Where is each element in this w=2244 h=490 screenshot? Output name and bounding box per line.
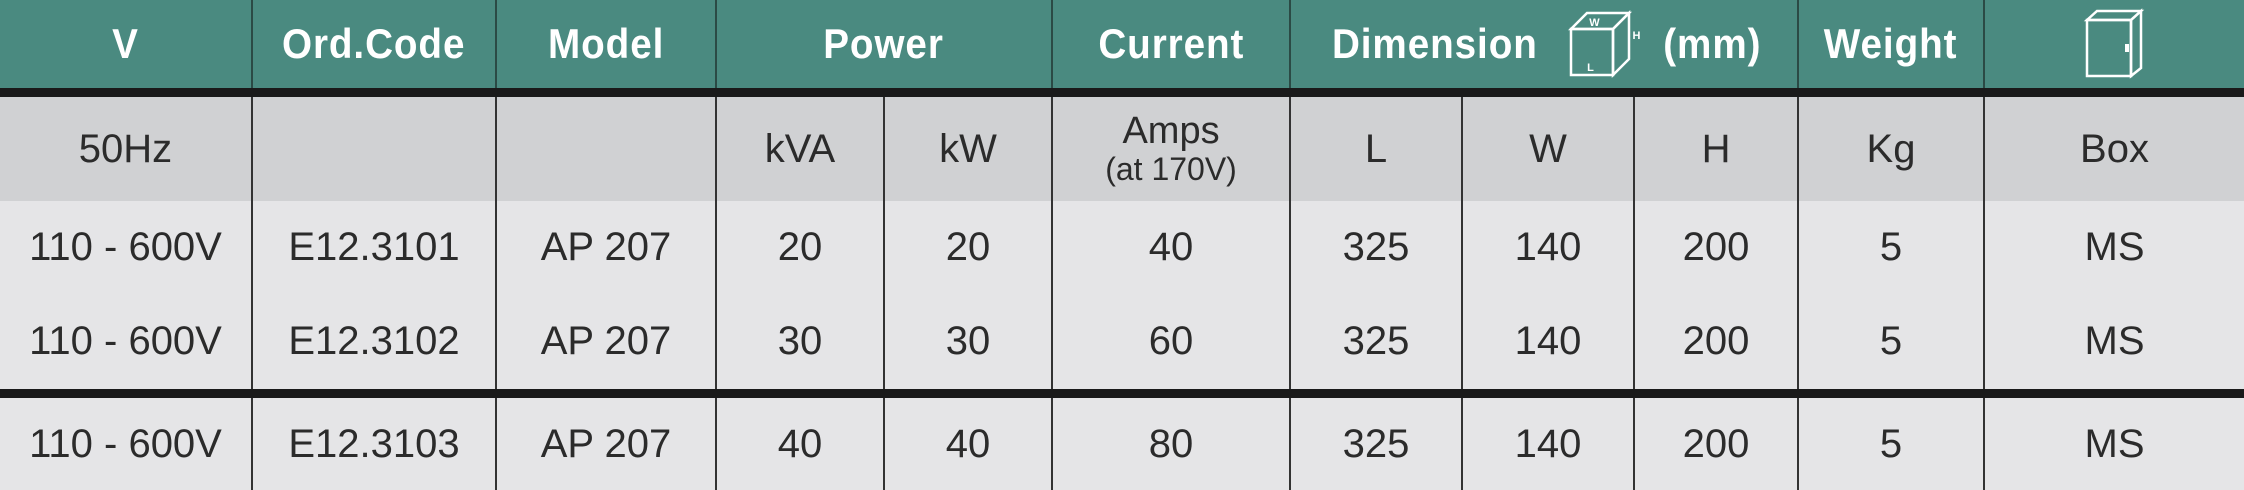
header-weight: Weight <box>1798 0 1986 97</box>
unit-ord-code <box>252 92 497 201</box>
cell-ord-code: E12.3103 <box>252 393 497 490</box>
unit-kw: kW <box>884 92 1054 201</box>
cell-kg: 5 <box>1798 393 1986 490</box>
header-dimension-label: Dimension <box>1331 20 1538 67</box>
header-dimension: Dimension W H L (mm) <box>1290 0 1800 97</box>
unit-amps: Amps (at 170V) <box>1052 92 1292 201</box>
cell-kw: 20 <box>884 201 1054 293</box>
unit-w: W <box>1462 92 1636 201</box>
cell-box: MS <box>1984 393 2244 490</box>
enclosure-box-icon <box>2083 8 2144 79</box>
table-row: 110 - 600V E12.3102 AP 207 30 30 60 325 … <box>0 293 2244 398</box>
cell-h: 200 <box>1634 293 1800 398</box>
cell-kw: 30 <box>884 293 1054 398</box>
cell-box: MS <box>1984 201 2244 293</box>
cell-ord-code: E12.3102 <box>252 293 497 398</box>
unit-amps-note: (at 170V) <box>1105 151 1237 187</box>
cube-label-l: L <box>1587 62 1595 74</box>
cell-v: 110 - 600V <box>0 393 253 490</box>
cell-amps: 40 <box>1052 201 1292 293</box>
cell-ord-code: E12.3101 <box>252 201 497 293</box>
unit-amps-label: Amps <box>1122 110 1220 152</box>
unit-kva: kVA <box>716 92 885 201</box>
unit-box: Box <box>1984 92 2244 201</box>
cell-model: AP 207 <box>496 293 717 398</box>
cell-kva: 20 <box>716 201 885 293</box>
dimension-cube-icon: W H L <box>1567 9 1640 79</box>
cell-model: AP 207 <box>496 393 717 490</box>
cell-v: 110 - 600V <box>0 201 253 293</box>
header-ord-code: Ord.Code <box>252 0 497 97</box>
cell-w: 140 <box>1462 201 1636 293</box>
cell-kva: 40 <box>716 393 885 490</box>
header-power: Power <box>716 0 1054 97</box>
header-row: V Ord.Code Model Power Current Dimension… <box>0 0 2244 97</box>
table-row: 110 - 600V E12.3101 AP 207 20 20 40 325 … <box>0 201 2244 293</box>
unit-v: 50Hz <box>0 92 253 201</box>
header-v: V <box>0 0 253 97</box>
cell-kva: 30 <box>716 293 885 398</box>
header-model: Model <box>496 0 717 97</box>
cell-amps: 80 <box>1052 393 1292 490</box>
unit-model <box>496 92 717 201</box>
cell-h: 200 <box>1634 393 1800 490</box>
cell-kw: 40 <box>884 393 1054 490</box>
cell-kg: 5 <box>1798 201 1986 293</box>
cell-amps: 60 <box>1052 293 1292 398</box>
cell-v: 110 - 600V <box>0 293 253 398</box>
unit-row: 50Hz kVA kW Amps (at 170V) L W H Kg Box <box>0 92 2244 201</box>
header-dimension-unit: (mm) <box>1662 20 1761 67</box>
cell-kg: 5 <box>1798 293 1986 398</box>
header-current: Current <box>1052 0 1292 97</box>
cell-w: 140 <box>1462 293 1636 398</box>
table-row: 110 - 600V E12.3103 AP 207 40 40 80 325 … <box>0 393 2244 490</box>
cell-l: 325 <box>1290 393 1464 490</box>
cell-model: AP 207 <box>496 201 717 293</box>
cube-label-h: H <box>1632 30 1640 42</box>
unit-kg: Kg <box>1798 92 1986 201</box>
cell-l: 325 <box>1290 293 1464 398</box>
cell-w: 140 <box>1462 393 1636 490</box>
cell-box: MS <box>1984 293 2244 398</box>
cube-label-w: W <box>1589 17 1600 29</box>
cell-l: 325 <box>1290 201 1464 293</box>
header-box <box>1984 0 2244 97</box>
unit-h: H <box>1634 92 1800 201</box>
unit-l: L <box>1290 92 1464 201</box>
cell-h: 200 <box>1634 201 1800 293</box>
